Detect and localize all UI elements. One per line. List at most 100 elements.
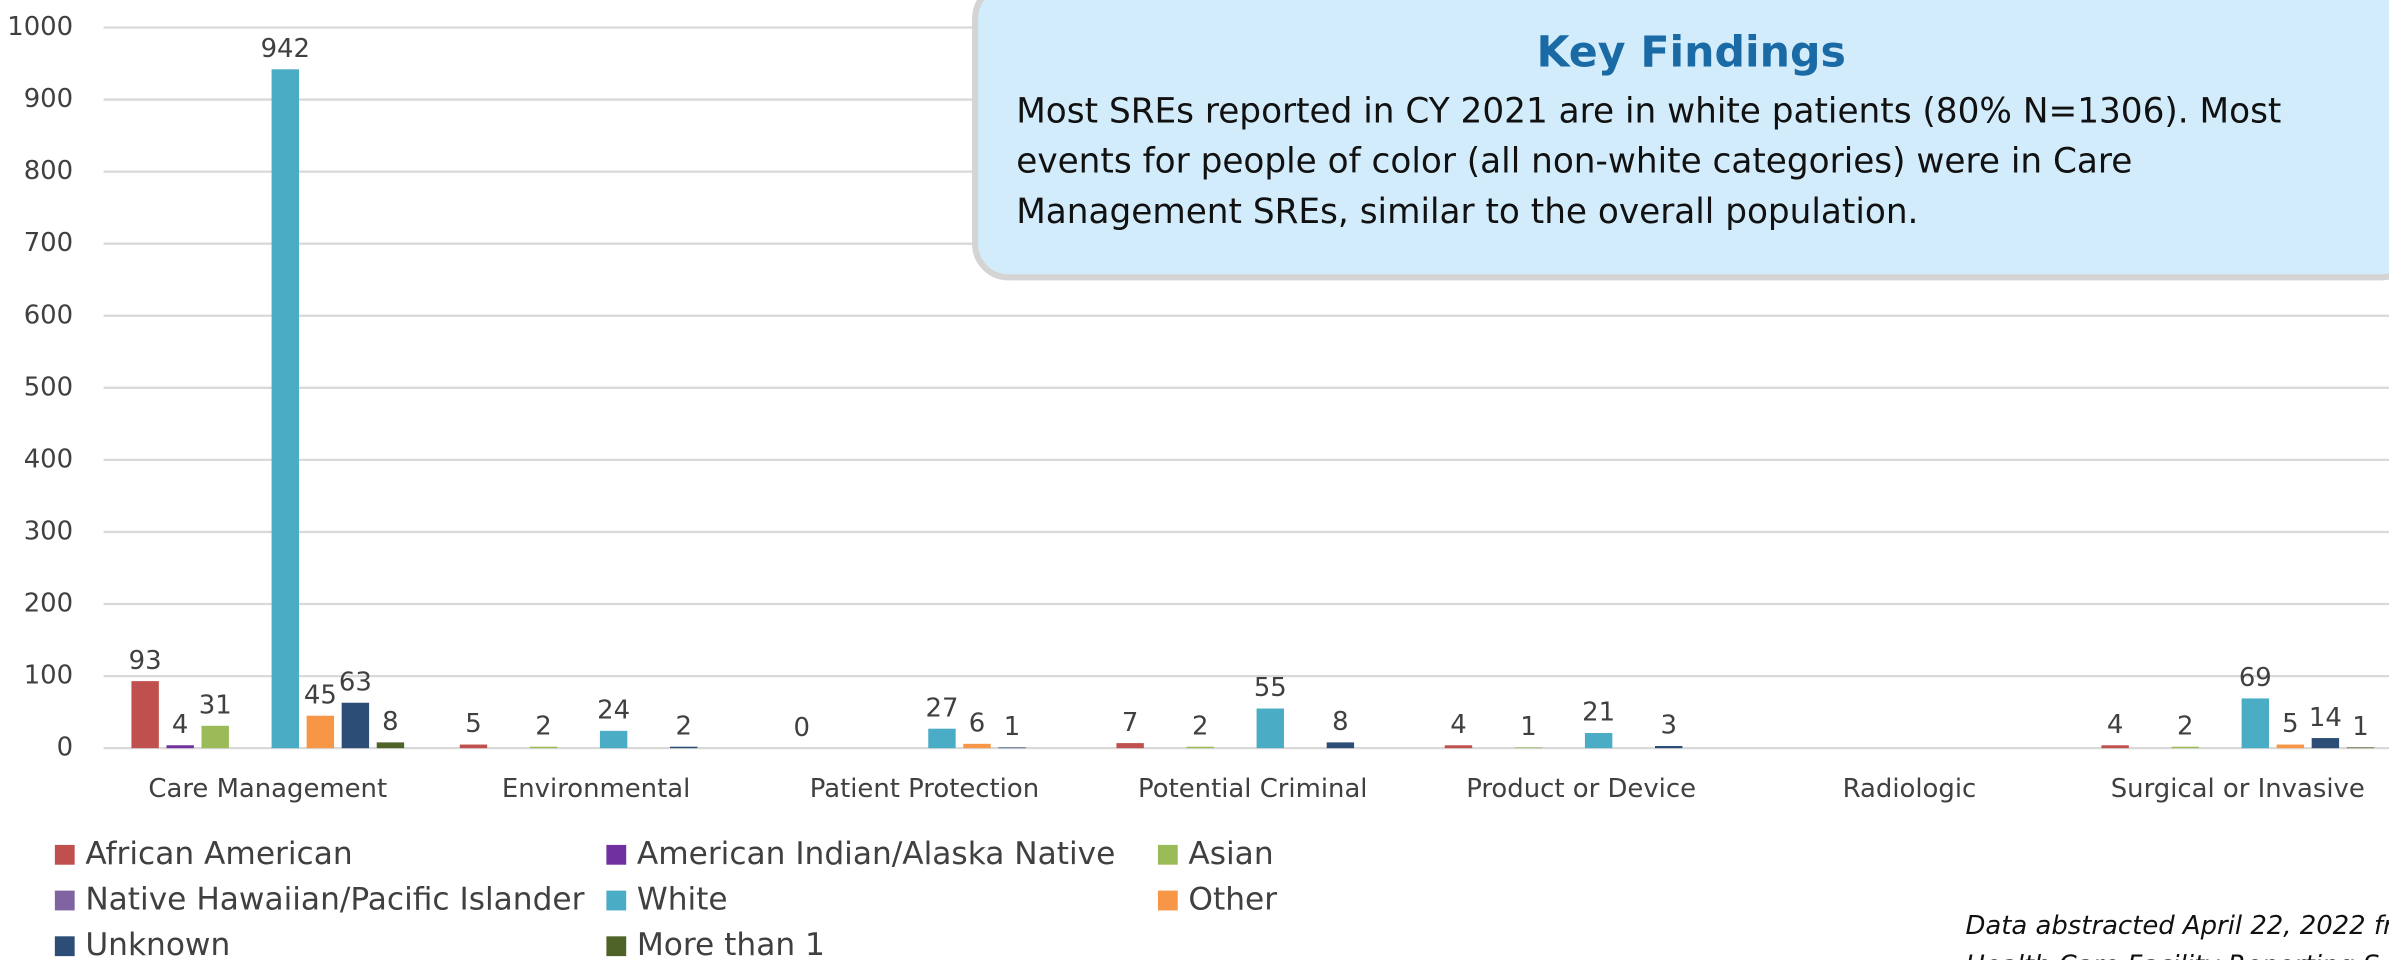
data-label: 4 <box>1450 710 1466 740</box>
data-label: 27 <box>925 693 958 723</box>
key-findings-box <box>972 0 2389 281</box>
data-label: 31 <box>199 691 232 721</box>
y-tick-label: 200 <box>24 589 73 619</box>
legend-label: American Indian/Alaska Native <box>637 836 1115 872</box>
legend-swatch <box>54 844 75 865</box>
bar <box>1116 743 1144 749</box>
data-label: 24 <box>597 696 630 726</box>
data-label: 6 <box>969 709 985 739</box>
bar <box>306 715 335 749</box>
bar <box>1186 746 1214 749</box>
data-label: 63 <box>339 667 372 697</box>
legend-swatch <box>606 844 627 865</box>
bar <box>670 746 698 749</box>
bar <box>529 746 558 749</box>
y-tick-label: 400 <box>24 444 73 474</box>
bar <box>201 725 229 749</box>
data-label: 4 <box>2107 710 2123 740</box>
x-tick-label: Product or Device <box>1466 774 1696 804</box>
plot: 0 100 200 300 400 500 600 700 800 900 1000 Care Man… <box>7 12 2389 960</box>
data-label: 2 <box>1192 711 1208 741</box>
key-findings-text: events for people of color (all non-whit… <box>1016 142 2132 182</box>
data-label: 4 <box>172 710 188 740</box>
bar <box>2346 747 2375 749</box>
data-label: 1 <box>2352 712 2368 742</box>
bar <box>1514 747 1543 749</box>
data-label: 0 <box>794 713 810 743</box>
bar <box>1256 708 1285 749</box>
data-label: 21 <box>1582 698 1615 728</box>
data-label: 8 <box>1332 707 1348 737</box>
legend-label: Other <box>1188 882 1277 918</box>
bar <box>2311 738 2340 749</box>
bar <box>1444 745 1473 749</box>
data-label: 69 <box>2239 663 2272 693</box>
data-label: 3 <box>1660 711 1676 741</box>
legend-swatch <box>54 936 75 957</box>
data-label: 93 <box>129 646 162 676</box>
legend-label: Asian <box>1188 836 1273 872</box>
data-label: 2 <box>535 711 551 741</box>
legend-swatch <box>606 890 627 911</box>
x-tick-label: Patient Protection <box>810 774 1039 804</box>
key-findings-text: Management SREs, similar to the overall … <box>1016 192 1918 232</box>
key-findings-title: Key Findings <box>1536 27 1845 77</box>
bar <box>1655 745 1683 749</box>
bar <box>1326 742 1355 749</box>
legend-label: Unknown <box>85 927 230 960</box>
bar <box>2101 745 2129 749</box>
data-label: 2 <box>2177 711 2193 741</box>
key-findings-text: Most SREs reported in CY 2021 are in whi… <box>1016 91 2281 131</box>
legend-label: Native Hawaiian/Pacific Islander <box>85 882 584 918</box>
bar <box>998 747 1026 749</box>
data-label: 1 <box>1520 712 1536 742</box>
data-label: 14 <box>2309 703 2342 733</box>
legend-label: More than 1 <box>637 927 825 960</box>
bar <box>271 69 300 749</box>
x-tick-label: Potential Criminal <box>1138 774 1367 804</box>
x-tick-label: Care Management <box>148 774 387 804</box>
source-note: Health Care Facility Reporting S <box>1965 951 2379 960</box>
x-tick-label: Radiologic <box>1843 774 1977 804</box>
x-tick-label: Surgical or Invasive <box>2111 774 2365 804</box>
data-label: 942 <box>261 34 310 64</box>
bar <box>166 745 194 749</box>
data-label: 5 <box>465 709 481 739</box>
source-note: Data abstracted April 22, 2022 fr <box>1965 911 2389 941</box>
bar <box>376 742 405 749</box>
bar <box>928 728 956 749</box>
data-label: 8 <box>382 707 398 737</box>
y-tick-label: 500 <box>24 372 73 402</box>
y-tick-label: 100 <box>24 661 73 691</box>
bar <box>2241 698 2270 749</box>
legend-swatch <box>54 890 75 911</box>
x-tick-label: Environmental <box>502 774 690 804</box>
legend-swatch <box>1157 890 1178 911</box>
legend-swatch <box>606 936 627 957</box>
data-label: 7 <box>1122 708 1138 738</box>
y-tick-label: 700 <box>24 228 73 258</box>
y-tick-label: 600 <box>24 300 73 330</box>
bar <box>963 743 991 749</box>
bar <box>2171 746 2199 749</box>
data-label: 1 <box>1004 712 1020 742</box>
y-tick-label: 900 <box>24 84 73 114</box>
data-label: 2 <box>675 711 691 741</box>
bar <box>1584 733 1613 749</box>
y-tick-label: 300 <box>24 516 73 546</box>
legend-swatch <box>1157 844 1178 865</box>
bar <box>131 681 159 749</box>
legend-label: White <box>637 882 728 918</box>
y-tick-label: 800 <box>24 156 73 186</box>
data-label: 5 <box>2282 709 2298 739</box>
legend-label: African American <box>85 836 352 872</box>
data-label: 55 <box>1254 673 1287 703</box>
bar <box>459 744 488 749</box>
y-tick-label: 0 <box>57 733 73 763</box>
bar <box>2276 744 2305 749</box>
bar <box>599 730 628 749</box>
data-label: 45 <box>304 680 337 710</box>
y-tick-label: 1000 <box>7 12 73 42</box>
